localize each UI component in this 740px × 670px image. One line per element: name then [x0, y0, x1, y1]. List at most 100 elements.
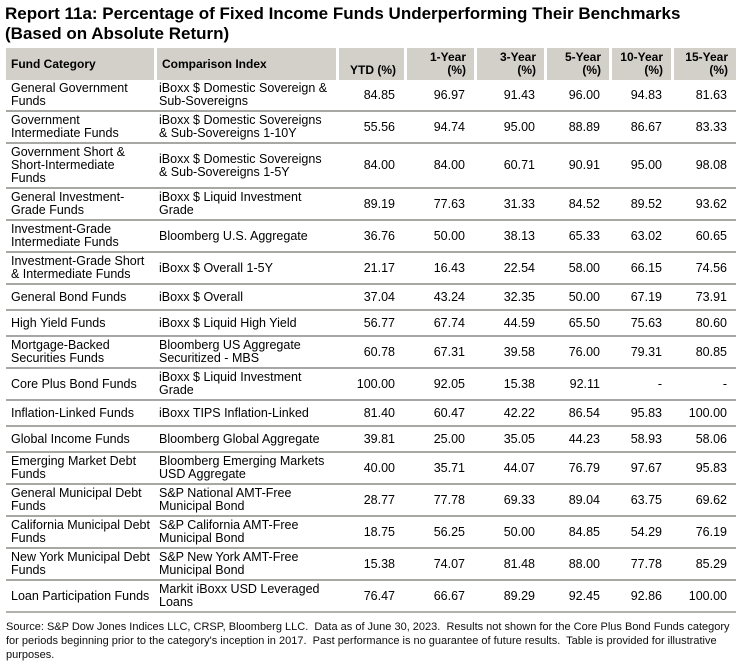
value-cell: 85.29: [671, 547, 736, 579]
value-cell: 55.56: [336, 110, 404, 142]
fund-category-cell: General Bond Funds: [6, 283, 154, 309]
comparison-index-cell: iBoxx TIPS Inflation-Linked: [154, 399, 336, 425]
value-cell: 89.52: [609, 187, 671, 219]
value-cell: 89.04: [544, 483, 609, 515]
value-cell: 38.13: [474, 219, 544, 251]
table-row: Government Intermediate Funds iBoxx $ Dom…: [6, 110, 736, 142]
comparison-index-cell: iBoxx $ Overall 1-5Y: [154, 251, 336, 283]
value-cell: 25.00: [404, 425, 474, 451]
value-cell: 67.31: [404, 335, 474, 367]
value-cell: 58.93: [609, 425, 671, 451]
value-cell: 58.00: [544, 251, 609, 283]
value-cell: 42.22: [474, 399, 544, 425]
value-cell: 22.54: [474, 251, 544, 283]
value-cell: 90.91: [544, 142, 609, 187]
fund-category-cell: Inflation-Linked Funds: [6, 399, 154, 425]
comparison-index-cell: iBoxx $ Domestic Sovereign & Sub-Soverei…: [159, 81, 328, 108]
table-row: California Municipal Debt Funds S&P Calif…: [6, 515, 736, 547]
value-cell: 69.62: [671, 483, 736, 515]
comparison-index-cell: S&P National AMT-Free Municipal Bond: [154, 483, 336, 515]
value-cell: 44.59: [474, 309, 544, 335]
value-cell: 98.08: [671, 142, 736, 187]
fund-category-cell: New York Municipal Debt Funds: [6, 547, 154, 579]
value-cell: 63.75: [609, 483, 671, 515]
comparison-index-cell: S&P New York AMT-Free Municipal Bond: [154, 547, 336, 579]
source-footnote: Source: S&P Dow Jones Indices LLC, CRSP,…: [6, 621, 733, 661]
value-cell: 77.63: [404, 187, 474, 219]
value-cell: 66.15: [609, 251, 671, 283]
value-cell: 91.43: [503, 87, 535, 102]
value-cell: 96.00: [568, 87, 600, 102]
value-cell: 76.19: [671, 515, 736, 547]
comparison-index-cell: Bloomberg Global Aggregate: [154, 425, 336, 451]
col-header-comparison-index: Comparison Index: [154, 48, 336, 80]
value-cell: 39.58: [474, 335, 544, 367]
value-cell: 31.33: [474, 187, 544, 219]
value-cell: 54.29: [609, 515, 671, 547]
comparison-index-cell: Markit iBoxx USD Leveraged Loans: [154, 579, 336, 613]
fund-category-cell: General Investment-Grade Funds: [6, 187, 154, 219]
value-cell: 94.74: [404, 110, 474, 142]
comparison-index-cell: iBoxx $ Liquid High Yield: [154, 309, 336, 335]
fund-category-cell: Core Plus Bond Funds: [6, 367, 154, 399]
value-cell: 88.00: [544, 547, 609, 579]
value-cell: 80.85: [671, 335, 736, 367]
value-cell: 95.00: [474, 110, 544, 142]
fund-category-cell: Global Income Funds: [6, 425, 154, 451]
value-cell: 89.19: [336, 187, 404, 219]
report-title-line2: (Based on Absolute Return): [5, 24, 230, 43]
value-cell: 36.76: [336, 219, 404, 251]
value-cell: 81.63: [695, 87, 727, 102]
col-header-5-year: 5-Year (%): [544, 48, 609, 80]
value-cell: 58.06: [671, 425, 736, 451]
value-cell: 50.00: [404, 219, 474, 251]
value-cell: 67.19: [609, 283, 671, 309]
value-cell: -: [609, 367, 671, 399]
value-cell: 74.56: [671, 251, 736, 283]
fund-category-cell: General Government Funds: [11, 81, 128, 108]
table-body: General Government Funds iBoxx $ Domestic…: [6, 80, 736, 613]
value-cell: 74.07: [404, 547, 474, 579]
value-cell: 92.86: [609, 579, 671, 613]
fund-category-cell: Emerging Market Debt Funds: [6, 451, 154, 483]
value-cell: 69.33: [474, 483, 544, 515]
value-cell: 76.00: [544, 335, 609, 367]
value-cell: 92.05: [404, 367, 474, 399]
value-cell: 79.31: [609, 335, 671, 367]
value-cell: 89.29: [474, 579, 544, 613]
value-cell: 60.78: [336, 335, 404, 367]
fund-category-cell: High Yield Funds: [6, 309, 154, 335]
value-cell: 84.85: [544, 515, 609, 547]
col-header-15-year: 15-Year (%): [671, 48, 736, 80]
value-cell: 88.89: [544, 110, 609, 142]
table-row: Emerging Market Debt Funds Bloomberg Emer…: [6, 451, 736, 483]
table-row: General Municipal Debt Funds S&P National…: [6, 483, 736, 515]
value-cell: 76.47: [336, 579, 404, 613]
value-cell: 56.25: [404, 515, 474, 547]
comparison-index-cell: iBoxx $ Liquid Investment Grade: [154, 367, 336, 399]
value-cell: 37.04: [336, 283, 404, 309]
comparison-index-cell: Bloomberg U.S. Aggregate: [154, 219, 336, 251]
table-header-row: Fund Category Comparison Index YTD (%) 1…: [6, 48, 736, 80]
value-cell: 60.71: [474, 142, 544, 187]
value-cell: 81.40: [336, 399, 404, 425]
table-row: Government Short & Short-Intermediate Fu…: [6, 142, 736, 187]
value-cell: 50.00: [474, 515, 544, 547]
value-cell: 56.77: [336, 309, 404, 335]
value-cell: 92.45: [544, 579, 609, 613]
value-cell: 95.00: [609, 142, 671, 187]
table-row: High Yield Funds iBoxx $ Liquid High Yiel…: [6, 309, 736, 335]
comparison-index-cell: S&P California AMT-Free Municipal Bond: [154, 515, 336, 547]
value-cell: 44.07: [474, 451, 544, 483]
fund-category-cell: California Municipal Debt Funds: [6, 515, 154, 547]
underperformance-table: Fund Category Comparison Index YTD (%) 1…: [6, 48, 736, 613]
value-cell: 44.23: [544, 425, 609, 451]
value-cell: 92.11: [544, 367, 609, 399]
comparison-index-cell: Bloomberg US Aggregate Securitized - MBS: [154, 335, 336, 367]
report-title: Report 11a: Percentage of Fixed Income F…: [5, 4, 736, 44]
value-cell: 76.79: [544, 451, 609, 483]
value-cell: 32.35: [474, 283, 544, 309]
col-header-10-year: 10-Year (%): [609, 48, 671, 80]
col-header-1-year: 1-Year (%): [404, 48, 474, 80]
table-row: New York Municipal Debt Funds S&P New Yor…: [6, 547, 736, 579]
